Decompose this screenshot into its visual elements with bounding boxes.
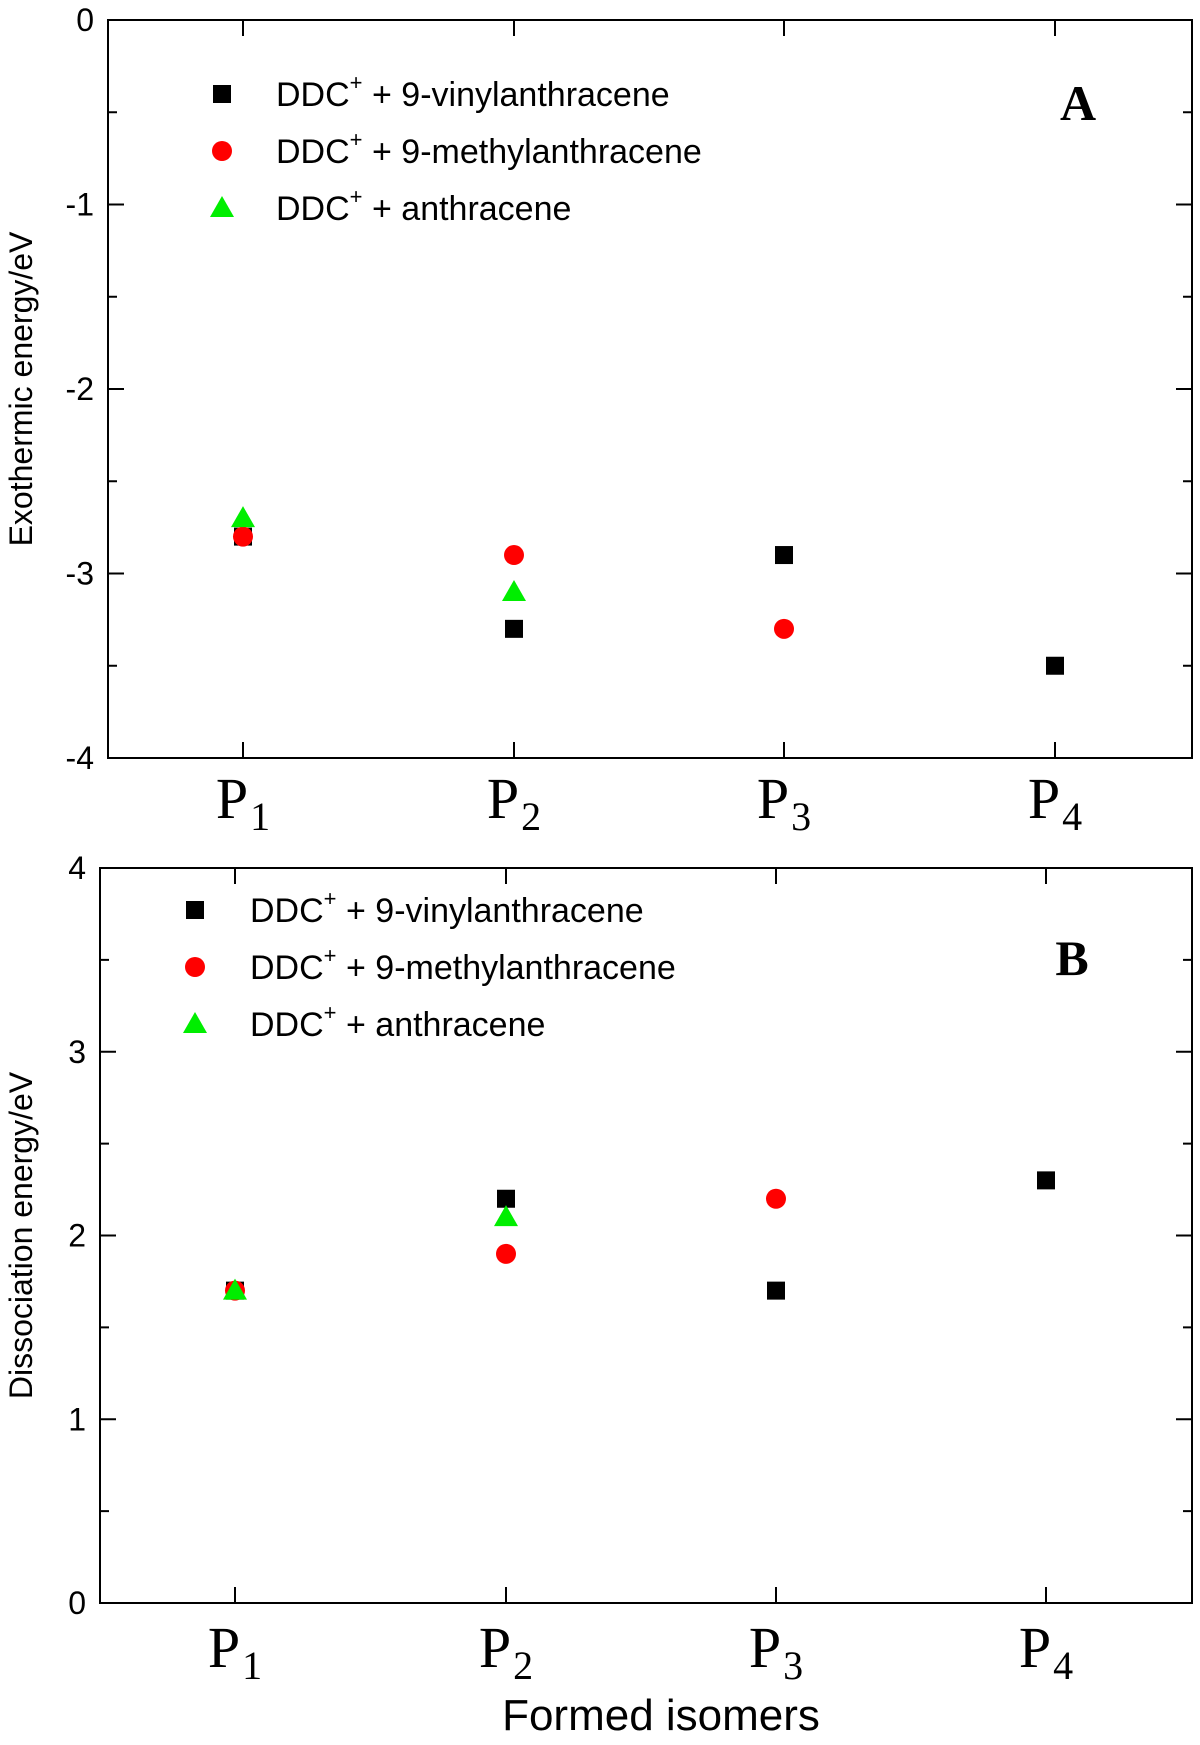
legend-entry: DDC+ + 9-methylanthracene (250, 943, 676, 987)
legend-marker (212, 141, 232, 161)
data-point (502, 579, 526, 601)
x-tick-label: P2 (487, 766, 541, 839)
x-axis-title: Formed isomers (502, 1691, 820, 1740)
data-point (496, 1243, 516, 1264)
data-point (231, 506, 255, 528)
x-tick-label: P1 (216, 766, 270, 839)
series-circle (233, 526, 794, 639)
panel-letter: B (1055, 930, 1088, 986)
legend-marker (185, 957, 205, 977)
data-point (766, 1188, 786, 1209)
data-point (1037, 1171, 1055, 1190)
series-square (234, 527, 1064, 675)
data-point (223, 1278, 247, 1300)
legend-entry: DDC+ + anthracene (276, 184, 571, 228)
y-tick-label: 4 (68, 850, 86, 886)
data-point (767, 1281, 785, 1300)
legend-marker (186, 901, 204, 919)
y-tick-label: 3 (68, 1034, 86, 1070)
y-tick-label: -4 (66, 740, 94, 776)
y-tick-label: -3 (66, 556, 94, 592)
chart-panel-b: 4 3 2 1 0 P1 P2 P3 P4 Dissociation energy/eV Forme… (3, 850, 1193, 1740)
data-point (497, 1189, 515, 1208)
x-tick-label: P2 (479, 1615, 533, 1688)
x-tick-label: P4 (1028, 766, 1082, 839)
data-point (504, 545, 524, 566)
x-tick-label: P3 (749, 1615, 803, 1688)
legend-marker (213, 85, 231, 103)
legend-marker (183, 1012, 207, 1033)
legend-marker (210, 196, 234, 217)
legend-entry: DDC+ + 9-methylanthracene (276, 127, 702, 171)
legend: DDC+ + 9-vinylanthracene DDC+ + 9-methyla… (183, 886, 676, 1044)
series-triangle (231, 506, 526, 601)
series-triangle (223, 1205, 518, 1300)
y-axis-title: Exothermic energy/eV (3, 231, 39, 546)
y-tick-label: 2 (68, 1218, 86, 1254)
data-point (1046, 656, 1064, 675)
data-point (494, 1205, 518, 1227)
legend-entry: DDC+ + 9-vinylanthracene (250, 886, 644, 930)
y-tick-label: 1 (68, 1401, 86, 1437)
legend-entry: DDC+ + anthracene (250, 1000, 545, 1044)
y-tick-label: -2 (66, 371, 94, 407)
chart-panel-a: 0 -1 -2 -3 -4 P1 P2 P3 P4 Exothermic energy/eV A DD… (3, 2, 1193, 839)
data-point (775, 546, 793, 565)
x-tick-label: P1 (208, 1615, 262, 1688)
plot-frame (107, 19, 1193, 759)
y-tick-label: -1 (66, 187, 94, 223)
x-tick-label: P4 (1019, 1615, 1073, 1688)
series-square (226, 1171, 1055, 1300)
legend: DDC+ + 9-vinylanthracene DDC+ + 9-methyla… (210, 70, 702, 228)
y-axis-title: Dissociation energy/eV (3, 1071, 39, 1399)
data-point (774, 618, 794, 639)
x-tick-label: P3 (757, 766, 811, 839)
data-point (505, 619, 523, 638)
data-point (233, 526, 253, 547)
y-tick-label: 0 (68, 1585, 86, 1621)
y-tick-label: 0 (76, 2, 94, 38)
panel-letter: A (1060, 75, 1096, 131)
legend-entry: DDC+ + 9-vinylanthracene (276, 70, 670, 114)
